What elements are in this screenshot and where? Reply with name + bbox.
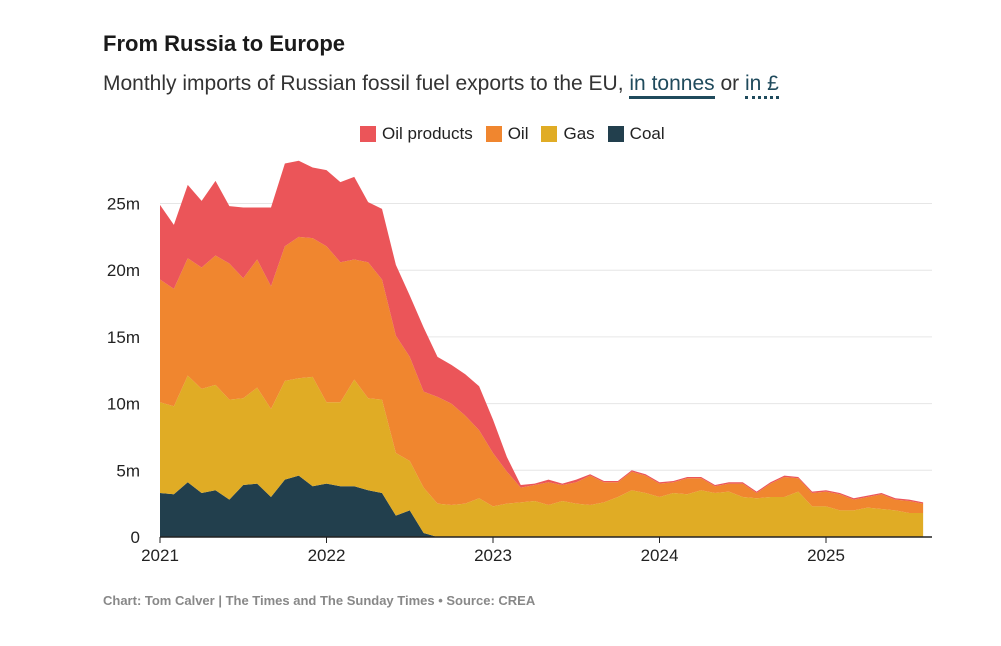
legend-label-gas: Gas — [563, 124, 595, 143]
legend-label-oil-products: Oil products — [382, 124, 473, 143]
area-series-oil — [160, 236, 924, 513]
legend-item-oil: Oil — [485, 124, 529, 144]
legend-label-oil: Oil — [507, 124, 529, 143]
x-tick-label: 2023 — [474, 546, 512, 565]
chart-subtitle: Monthly imports of Russian fossil fuel e… — [103, 72, 779, 99]
y-tick-label: 25m — [107, 195, 140, 214]
area-series-oil-products — [160, 160, 924, 504]
legend-swatch-gas — [541, 126, 558, 142]
x-tick-label: 2025 — [807, 546, 845, 565]
unit-toggle-tonnes[interactable]: in tonnes — [629, 72, 715, 99]
x-tick-label: 2024 — [641, 546, 679, 565]
y-tick-label: 0 — [131, 528, 140, 547]
area-series-gas — [160, 375, 924, 537]
legend-label-coal: Coal — [629, 124, 665, 143]
chart-title: From Russia to Europe — [103, 31, 346, 56]
area-series-coal — [160, 475, 924, 537]
legend-item-coal: Coal — [607, 124, 665, 144]
x-tick-label: 2021 — [141, 546, 179, 565]
legend-swatch-oil-products — [360, 126, 376, 142]
legend-item-oil-products: Oil products — [360, 124, 473, 144]
legend-swatch-oil — [485, 126, 502, 142]
y-tick-label: 10m — [107, 395, 140, 414]
legend-item-gas: Gas — [541, 124, 595, 144]
y-tick-label: 5m — [116, 461, 140, 480]
y-tick-label: 20m — [107, 261, 140, 280]
subtitle-text: Monthly imports of Russian fossil fuel e… — [103, 72, 630, 95]
chart-legend: Oil products Oil Gas Coal — [360, 124, 665, 144]
unit-toggle-pounds[interactable]: in £ — [744, 72, 779, 99]
legend-swatch-coal — [607, 126, 624, 142]
chart-source: Chart: Tom Calver | The Times and The Su… — [103, 593, 536, 608]
y-tick-label: 15m — [107, 328, 140, 347]
subtitle-or: or — [714, 72, 745, 95]
x-tick-label: 2022 — [308, 546, 346, 565]
